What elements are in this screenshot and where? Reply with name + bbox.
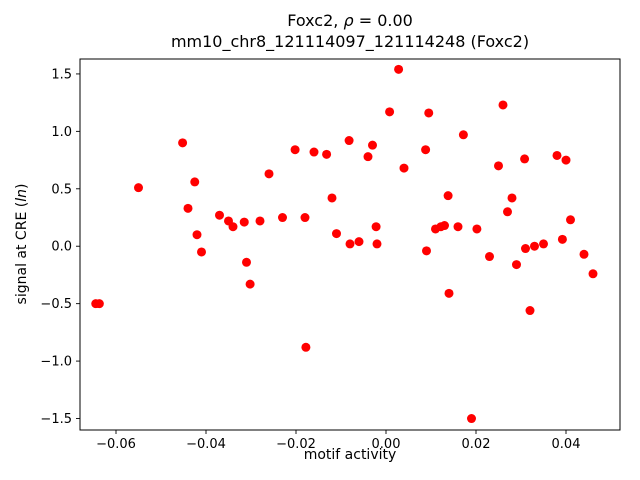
data-point — [588, 269, 598, 279]
data-point — [300, 213, 310, 223]
data-point — [443, 191, 453, 201]
y-tick-label: 0.5 — [51, 182, 72, 197]
data-point — [579, 249, 589, 259]
data-point — [440, 221, 449, 231]
data-point — [385, 107, 395, 117]
data-point — [363, 152, 373, 162]
data-point — [422, 246, 431, 256]
data-point — [327, 193, 337, 203]
y-tick-label: 0.0 — [51, 240, 72, 255]
data-point — [345, 239, 355, 249]
data-point — [301, 342, 311, 352]
data-point — [472, 224, 482, 234]
data-point — [566, 215, 575, 225]
y-tick-label: −1.0 — [40, 355, 72, 370]
data-point — [552, 150, 562, 160]
y-tick-label: −0.5 — [40, 297, 72, 312]
data-point — [539, 239, 548, 249]
data-point — [278, 213, 287, 223]
data-point — [178, 138, 188, 148]
x-axis-label: motif activity — [303, 447, 397, 463]
data-point — [453, 222, 463, 232]
data-point — [561, 155, 571, 165]
y-tick-label: 1.0 — [51, 125, 72, 140]
data-point — [512, 260, 521, 270]
data-point — [520, 154, 530, 164]
data-point — [354, 237, 364, 247]
data-point — [394, 64, 404, 74]
data-point — [183, 203, 193, 213]
data-point — [424, 108, 434, 118]
data-point — [503, 207, 512, 217]
data-point — [344, 136, 354, 146]
data-point — [197, 247, 206, 257]
title-rho-value: = 0.00 — [353, 11, 413, 30]
data-point — [228, 222, 238, 232]
data-point — [264, 169, 274, 179]
data-point — [467, 414, 476, 424]
data-point — [498, 100, 508, 110]
data-point — [521, 244, 530, 254]
data-point — [192, 230, 202, 240]
x-tick-label: −0.02 — [276, 437, 316, 452]
data-point — [215, 210, 224, 220]
data-point — [485, 252, 494, 262]
title-gene: Foxc2, — [287, 11, 344, 30]
x-tick-label: −0.04 — [186, 437, 226, 452]
data-point — [309, 147, 319, 157]
chart-subtitle: mm10_chr8_121114097_121114248 (Foxc2) — [170, 32, 530, 51]
data-point — [557, 234, 567, 244]
data-point — [494, 161, 503, 171]
axes-box — [79, 58, 621, 431]
y-tick-label: 1.5 — [51, 67, 72, 82]
chart-title: Foxc2, ρ = 0.00 — [80, 11, 620, 31]
data-point — [525, 306, 535, 316]
data-point — [368, 140, 377, 150]
x-tick-label: −0.06 — [96, 437, 136, 452]
data-point — [332, 229, 341, 239]
data-point — [94, 299, 104, 309]
data-point — [507, 193, 517, 203]
data-point — [322, 149, 332, 159]
title-rho-symbol: ρ — [343, 11, 354, 30]
data-point — [242, 257, 251, 267]
data-point — [530, 241, 539, 251]
x-tick-label: 0.02 — [462, 437, 491, 452]
data-point — [245, 279, 255, 289]
data-point — [134, 183, 143, 193]
data-point — [371, 222, 381, 232]
y-tick-label: −1.5 — [40, 412, 72, 427]
data-point — [239, 217, 249, 227]
data-point — [444, 288, 454, 298]
data-point — [372, 239, 382, 249]
data-point — [290, 145, 300, 155]
data-point — [399, 163, 409, 173]
data-point — [421, 145, 431, 155]
data-point — [458, 130, 468, 140]
data-point — [255, 216, 265, 226]
data-point — [190, 177, 200, 187]
x-tick-label: 0.04 — [552, 437, 581, 452]
x-tick-label: 0.00 — [372, 437, 401, 452]
